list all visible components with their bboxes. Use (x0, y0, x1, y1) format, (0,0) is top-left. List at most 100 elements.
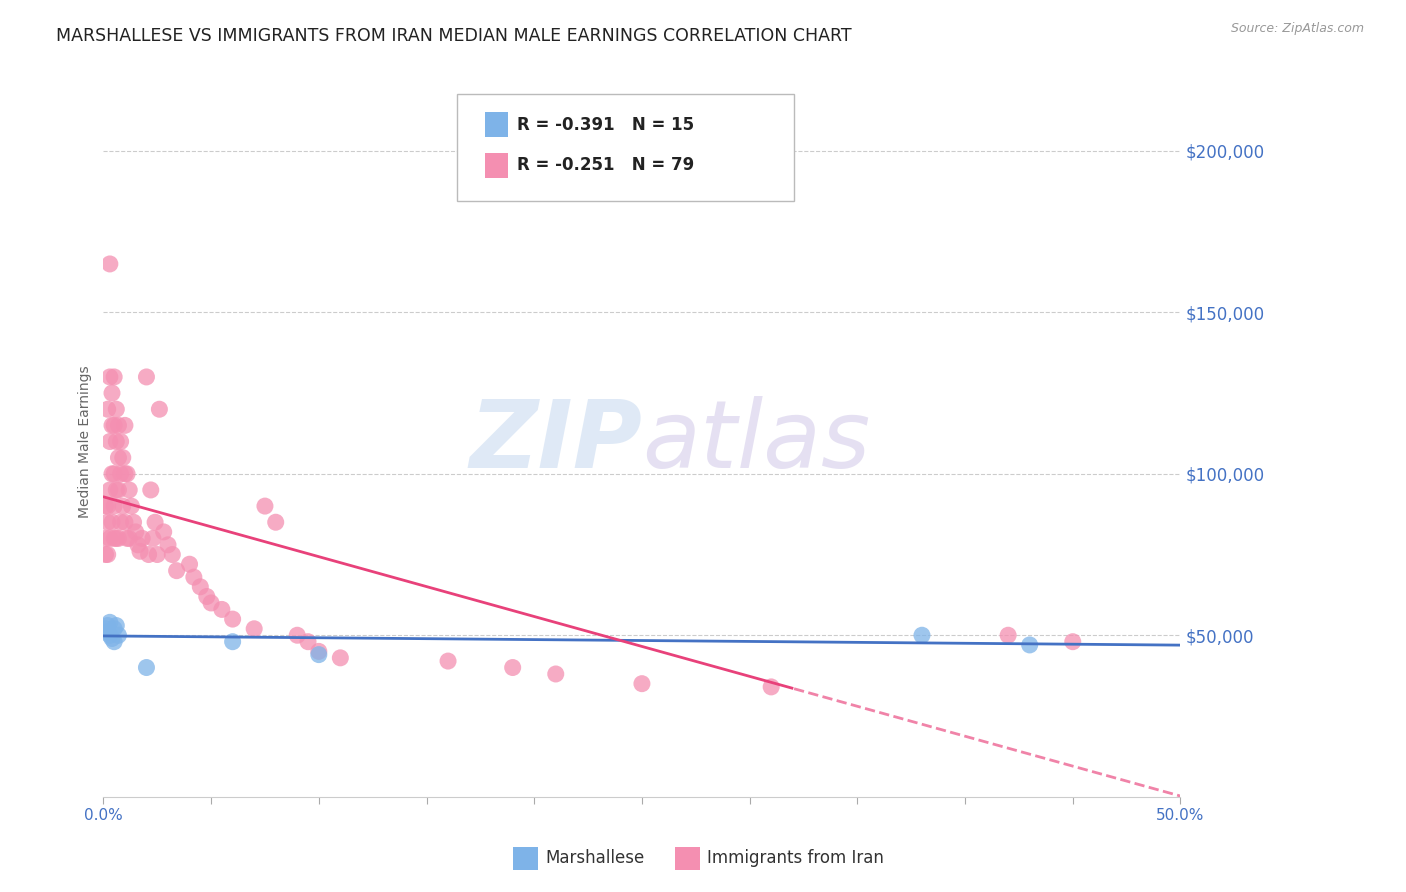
Point (97, 515, 120, 529)
Point (103, 622, 125, 636)
Text: Source: ZipAtlas.com: Source: ZipAtlas.com (1230, 22, 1364, 36)
Text: atlas: atlas (643, 396, 870, 487)
Point (329, 650, 352, 665)
Point (156, 538, 179, 552)
Point (911, 628, 934, 642)
Point (98, 532, 121, 546)
Point (107, 418, 129, 433)
Point (502, 660, 524, 674)
Text: Marshallese: Marshallese (546, 849, 645, 867)
Point (103, 634, 125, 648)
Point (135, 370, 157, 384)
Point (94, 622, 117, 636)
Point (125, 524, 148, 539)
Y-axis label: Median Male Earnings: Median Male Earnings (79, 365, 93, 518)
Point (105, 483, 128, 497)
Point (115, 532, 138, 546)
Text: R = -0.391   N = 15: R = -0.391 N = 15 (517, 116, 695, 134)
Point (105, 532, 128, 546)
Point (103, 467, 125, 481)
Point (118, 483, 141, 497)
Point (114, 515, 136, 529)
Point (107, 532, 129, 546)
Point (107, 483, 129, 497)
Point (98, 615, 121, 630)
Point (243, 622, 266, 636)
Point (98, 483, 121, 497)
Point (101, 418, 124, 433)
Point (200, 596, 222, 610)
Text: MARSHALLESE VS IMMIGRANTS FROM IRAN MEDIAN MALE EARNINGS CORRELATION CHART: MARSHALLESE VS IMMIGRANTS FROM IRAN MEDI… (56, 27, 852, 45)
Point (195, 590, 218, 604)
Point (107, 628, 129, 642)
Point (1018, 638, 1040, 652)
Point (120, 499, 142, 513)
Point (1062, 634, 1084, 648)
Point (111, 499, 134, 513)
Point (110, 434, 132, 449)
Point (101, 386, 124, 401)
Point (98, 257, 121, 271)
Point (129, 544, 152, 558)
Point (264, 515, 287, 529)
Point (122, 515, 145, 529)
Point (97, 499, 120, 513)
Point (114, 418, 136, 433)
Point (105, 402, 128, 417)
Point (166, 564, 188, 578)
Text: Immigrants from Iran: Immigrants from Iran (707, 849, 884, 867)
Point (98, 370, 121, 384)
Point (188, 580, 211, 594)
Point (94, 499, 117, 513)
Text: R = -0.251   N = 79: R = -0.251 N = 79 (517, 156, 695, 174)
Point (179, 558, 201, 572)
Point (111, 450, 134, 465)
Point (131, 532, 153, 546)
Point (211, 602, 233, 616)
Point (98, 628, 121, 642)
Point (103, 532, 125, 546)
Point (101, 632, 124, 646)
Text: ZIP: ZIP (470, 395, 643, 488)
Point (437, 654, 460, 668)
Point (285, 628, 308, 642)
Point (253, 499, 276, 513)
Point (221, 612, 243, 626)
Point (110, 467, 132, 481)
Point (143, 515, 166, 529)
Point (101, 515, 124, 529)
Point (94, 532, 117, 546)
Point (118, 532, 141, 546)
Point (183, 570, 205, 584)
Point (152, 524, 174, 539)
Point (138, 548, 160, 562)
Point (94, 548, 117, 562)
Point (98, 434, 121, 449)
Point (101, 467, 124, 481)
Point (114, 467, 136, 481)
Point (139, 483, 162, 497)
Point (105, 618, 128, 632)
Point (308, 648, 330, 662)
Point (997, 628, 1019, 642)
Point (127, 538, 149, 552)
Point (115, 467, 138, 481)
Point (308, 644, 330, 658)
Point (759, 680, 782, 694)
Point (105, 434, 128, 449)
Point (135, 660, 157, 674)
Point (97, 618, 120, 632)
Point (148, 402, 170, 417)
Point (631, 676, 654, 690)
Point (97, 625, 120, 640)
Point (146, 548, 169, 562)
Point (110, 515, 132, 529)
Point (297, 634, 319, 648)
Point (221, 634, 243, 648)
Point (103, 499, 125, 513)
Point (107, 450, 129, 465)
Point (142, 532, 165, 546)
Point (97, 402, 120, 417)
Point (103, 418, 125, 433)
Point (103, 370, 125, 384)
